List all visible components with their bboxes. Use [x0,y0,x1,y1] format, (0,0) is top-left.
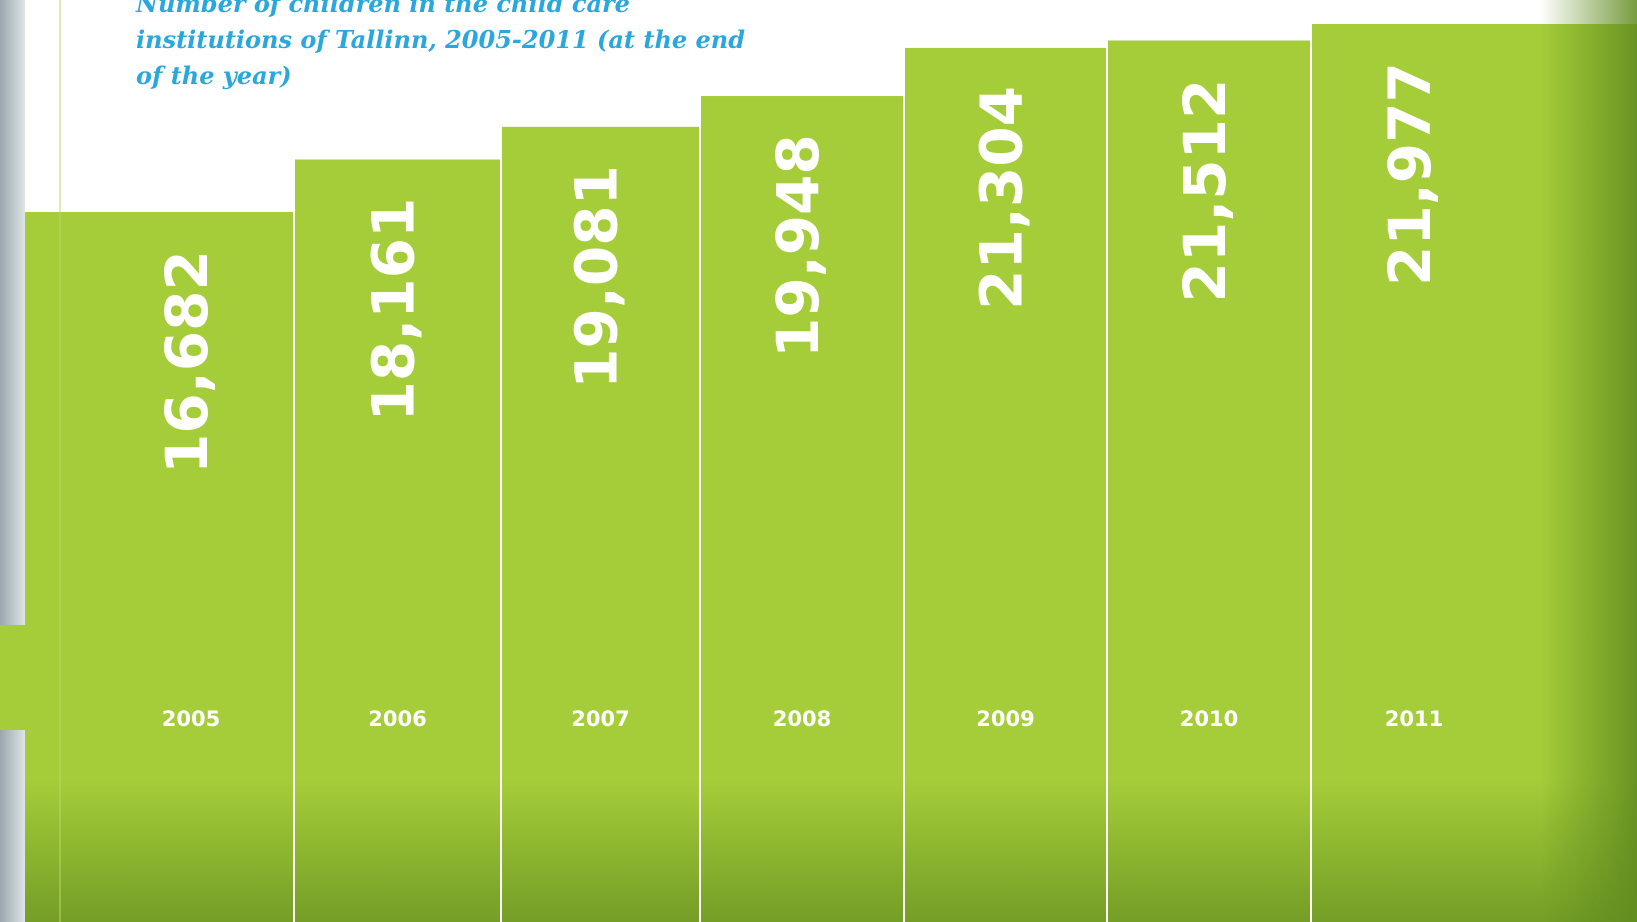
right-shade [1540,0,1637,922]
x-tick-label: 2011 [1385,707,1443,731]
x-tick-label: 2008 [773,707,831,731]
value-label: 16,682 [153,250,221,474]
value-label: 21,977 [1376,62,1444,286]
value-label: 21,304 [968,86,1036,310]
bottom-shade [25,780,1637,922]
x-tick-label: 2006 [368,707,426,731]
chart-title: Number of children in the child care ins… [136,0,746,90]
bar [1107,40,1311,922]
x-tick-label: 2010 [1180,707,1238,731]
x-tick-label: 2009 [976,707,1034,731]
value-label: 21,512 [1171,79,1239,303]
bar [904,47,1107,922]
x-tick-label: 2005 [162,707,220,731]
photo-strip-accent [0,625,25,730]
photo-strip [0,0,25,922]
value-label: 19,948 [764,134,832,358]
value-label: 19,081 [563,165,631,389]
value-label: 18,161 [360,198,428,422]
x-tick-label: 2007 [571,707,629,731]
